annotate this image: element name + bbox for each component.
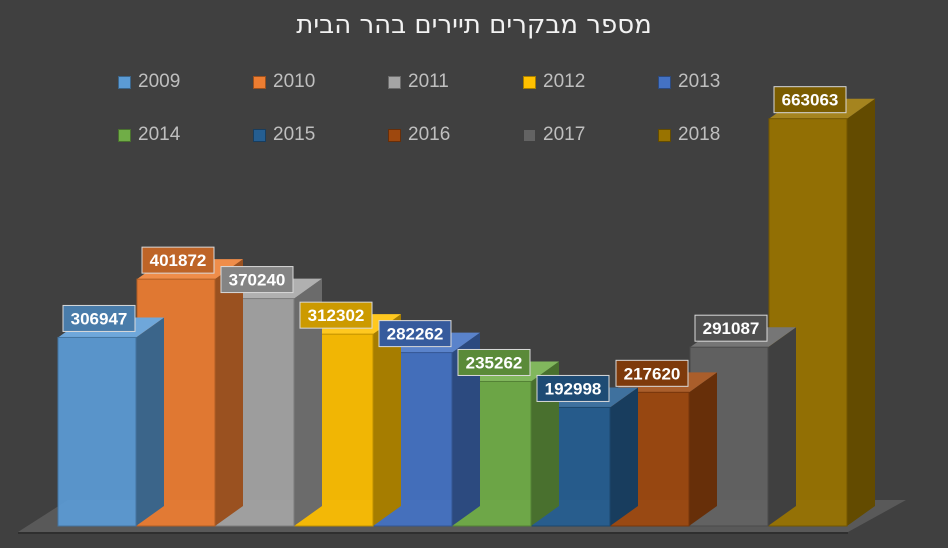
data-label-2017: 291087 (703, 319, 760, 338)
bar-side-2015 (610, 387, 638, 526)
legend-item-2009: 2009 (118, 71, 180, 93)
bar-side-2017 (768, 327, 796, 526)
bar-side-2016 (689, 372, 717, 526)
bar-side-2012 (373, 314, 401, 526)
legend-item-2017: 2017 (523, 124, 585, 146)
legend-swatch (388, 75, 401, 89)
data-label-box-2018 (773, 86, 847, 114)
legend-label: 2009 (138, 71, 181, 92)
legend-item-2012: 2012 (523, 71, 585, 93)
legend-item-2014: 2014 (118, 124, 180, 146)
data-label-2018: 663063 (782, 91, 839, 110)
bar-2009 (57, 336, 137, 527)
legend-label: 2013 (678, 71, 721, 92)
bar-side-2011 (294, 278, 322, 526)
data-label-2010: 401872 (150, 251, 207, 270)
legend-swatch (658, 128, 671, 142)
legend-swatch (523, 128, 536, 142)
data-label-2009: 306947 (71, 309, 128, 328)
data-label-2015: 192998 (545, 379, 602, 398)
legend-swatch (523, 75, 536, 89)
data-label-box-2013 (378, 320, 452, 348)
legend-label: 2016 (408, 124, 451, 145)
bar-side-2010 (215, 259, 243, 526)
legend-swatch (388, 128, 401, 142)
data-label-2016: 217620 (624, 364, 681, 383)
data-label-2014: 235262 (466, 353, 523, 372)
legend-swatch (253, 128, 266, 142)
data-label-2012: 312302 (308, 306, 365, 325)
bar-side-2013 (452, 332, 480, 526)
legend-label: 2012 (543, 71, 586, 92)
legend-item-2010: 2010 (253, 71, 315, 93)
legend-label: 2014 (138, 124, 181, 145)
legend-item-2011: 2011 (388, 71, 449, 93)
legend-item-2013: 2013 (658, 71, 720, 93)
bar-side-2014 (531, 361, 559, 526)
legend-label: 2017 (543, 124, 586, 145)
legend-item-2015: 2015 (253, 124, 315, 146)
chart-title: מספר מבקרים תיירים בהר הבית (296, 10, 652, 40)
data-label-2013: 282262 (387, 325, 444, 344)
legend-label: 2018 (678, 124, 721, 145)
legend-item-2016: 2016 (388, 124, 450, 146)
chart-floor-edge (18, 532, 848, 534)
data-label-box-2016 (615, 359, 689, 387)
data-label-box-2014 (457, 348, 531, 376)
legend-swatch (118, 128, 131, 142)
legend-swatch (118, 75, 131, 89)
data-label-2011: 370240 (229, 271, 286, 290)
data-label-box-2012 (299, 301, 373, 329)
bar-side-2009 (136, 317, 164, 526)
bar-side-2018 (847, 98, 875, 526)
data-label-box-2015 (536, 374, 610, 402)
data-label-box-2017 (694, 314, 768, 342)
legend-item-2018: 2018 (658, 124, 720, 146)
chart-legend: 2009 2010 2011 2012 2013 2014 2015 2016 2017 2018 (0, 0, 948, 170)
legend-swatch (253, 75, 266, 89)
legend-label: 2011 (408, 71, 449, 92)
legend-swatch (658, 75, 671, 89)
data-label-box-2011 (220, 266, 294, 294)
data-label-box-2009 (62, 304, 136, 332)
legend-label: 2015 (273, 124, 316, 145)
data-label-box-2010 (141, 246, 215, 274)
legend-label: 2010 (273, 71, 316, 92)
